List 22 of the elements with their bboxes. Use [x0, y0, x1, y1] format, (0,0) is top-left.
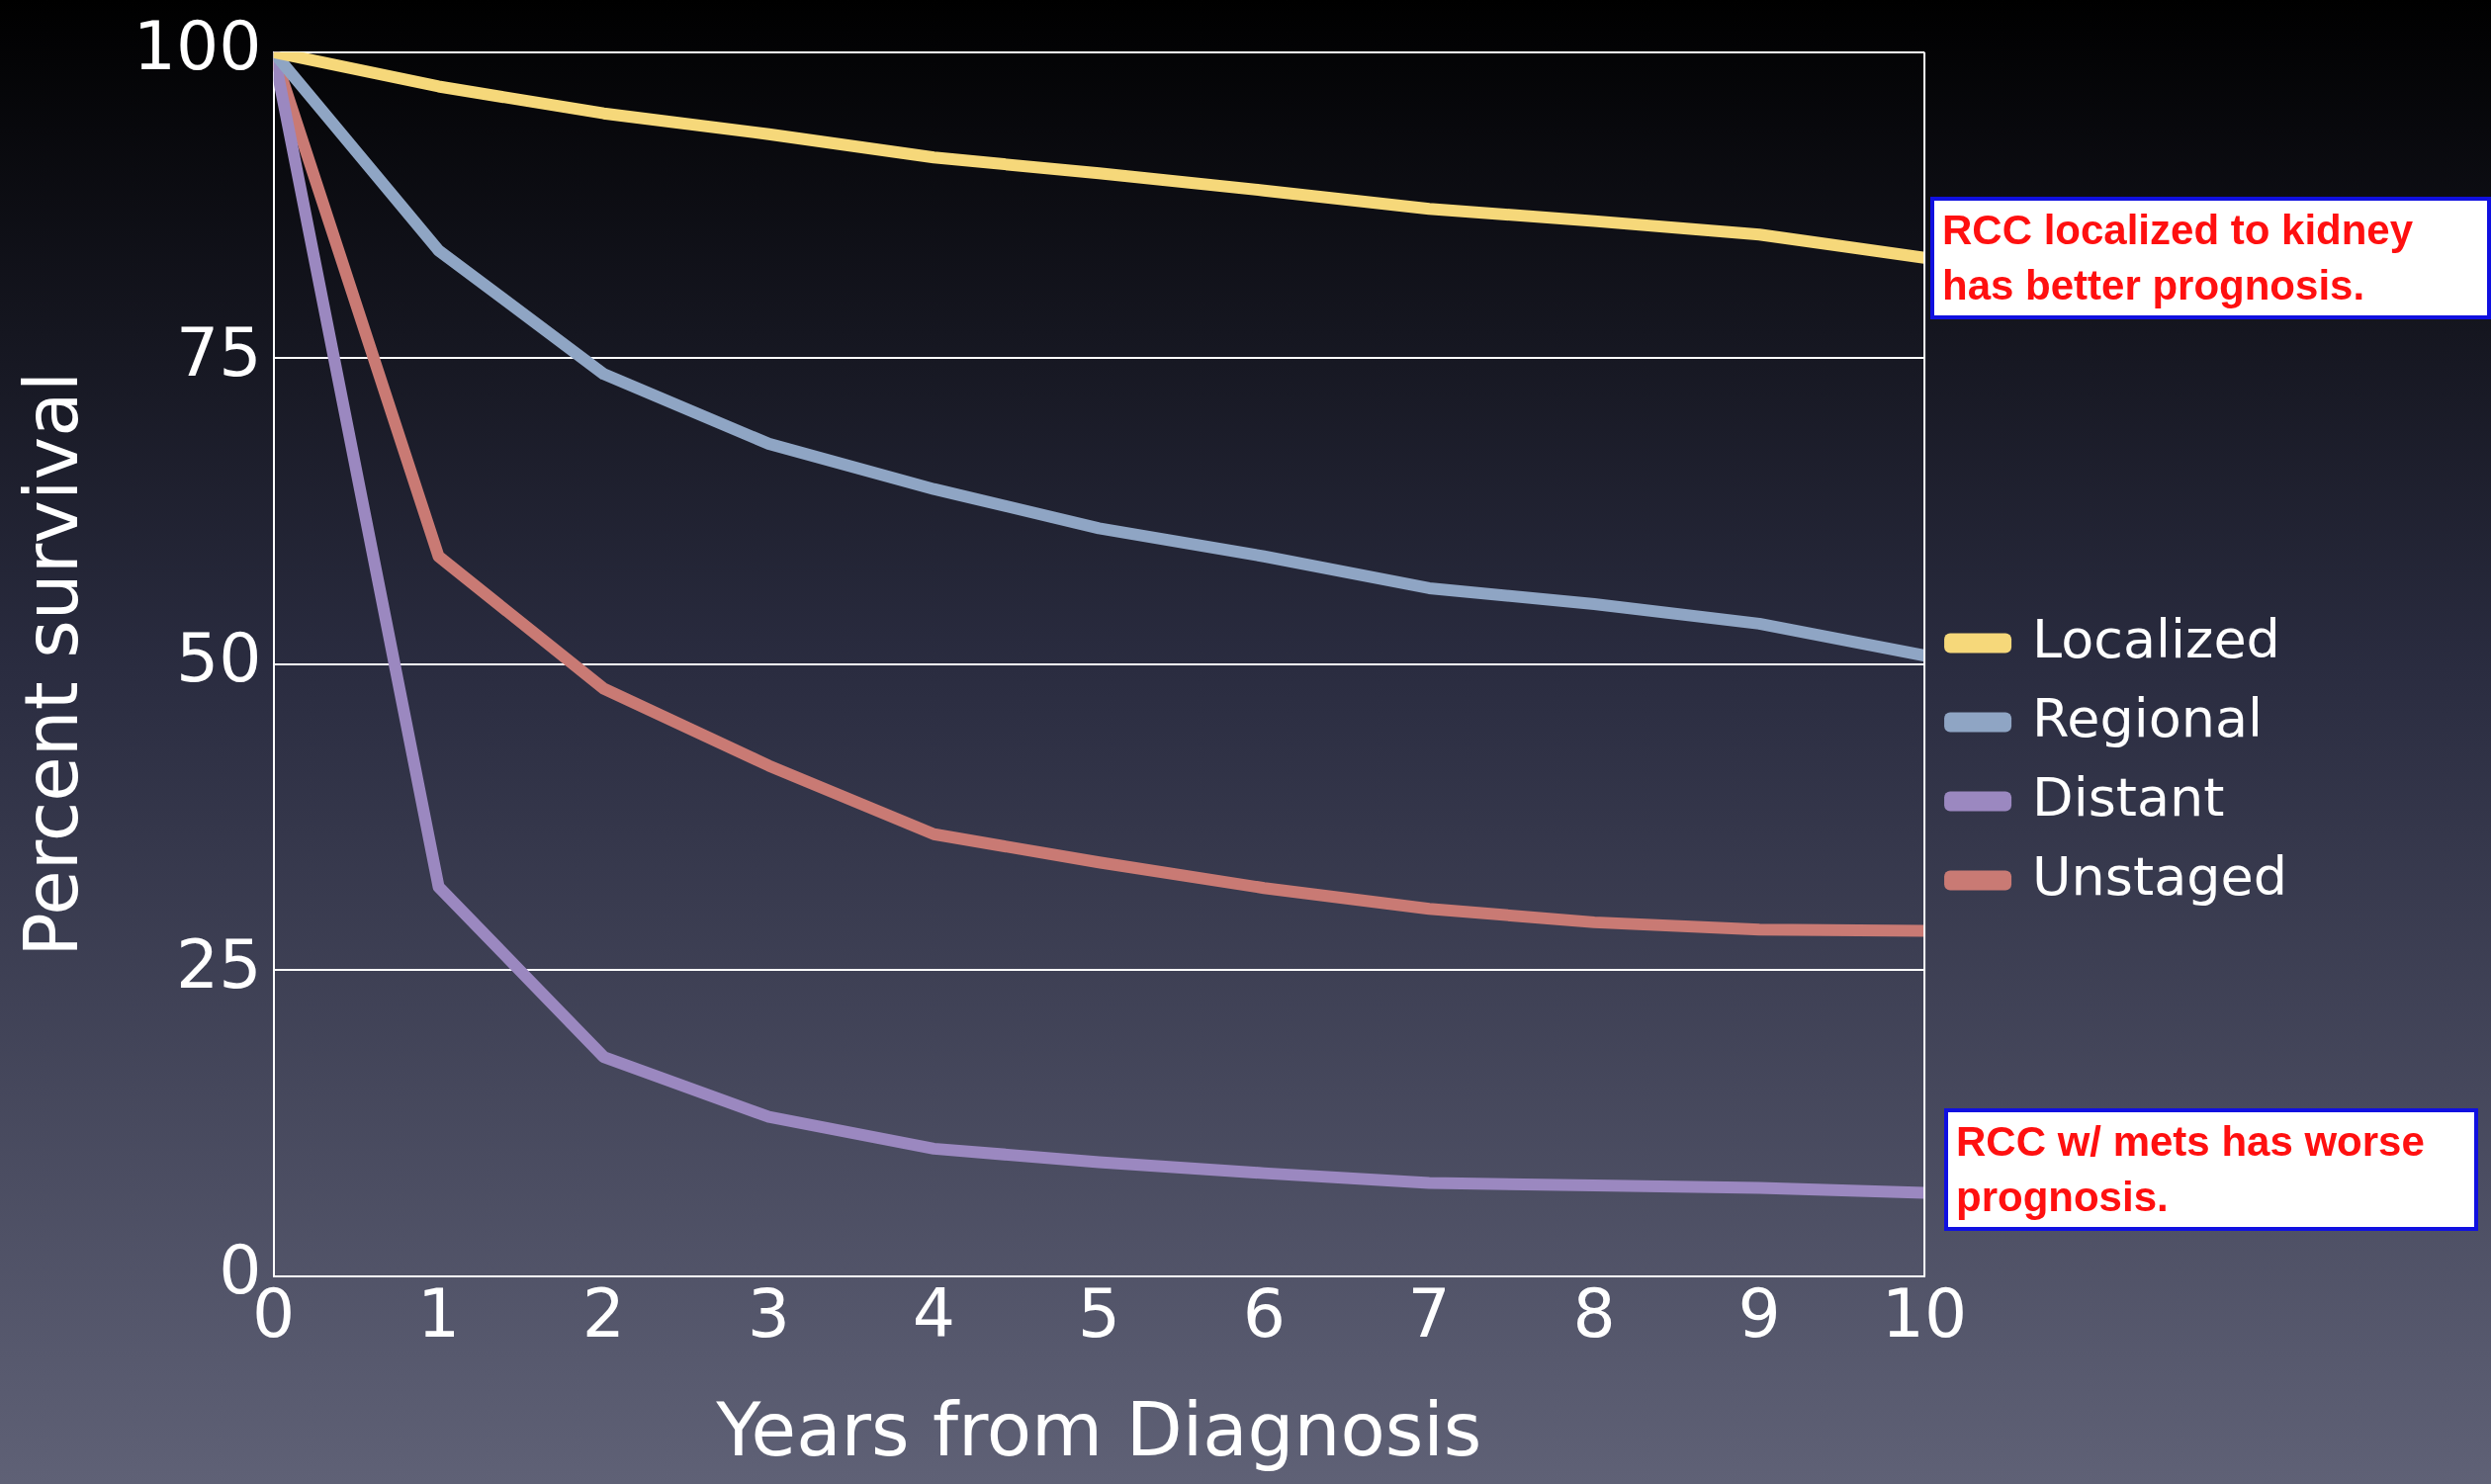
legend-label: Distant	[2032, 765, 2225, 829]
x-tick-label: 5	[1077, 1274, 1120, 1353]
x-tick-label: 6	[1242, 1274, 1286, 1353]
text: RCC w/ mets has worse prognosis.	[1944, 1108, 2478, 1231]
x-tick-label: 2	[581, 1274, 626, 1353]
y-tick-label: 50	[176, 619, 262, 698]
y-tick-label: 100	[133, 7, 262, 86]
legend-label: Unstaged	[2032, 844, 2288, 908]
x-tick-label: 8	[1572, 1274, 1616, 1353]
legend-label: Localized	[2032, 607, 2280, 670]
text: RCC localized to kidney has better prognosis.	[1930, 197, 2491, 319]
x-tick-label: 9	[1737, 1274, 1781, 1353]
y-tick-label: 75	[176, 312, 262, 392]
y-axis-title: Percent survival	[8, 371, 94, 957]
y-tick-label: 25	[176, 924, 262, 1004]
legend-label: Regional	[2032, 686, 2264, 749]
x-tick-label: 7	[1407, 1274, 1451, 1353]
x-tick-label: 1	[416, 1274, 461, 1353]
x-tick-label: 10	[1881, 1274, 1968, 1353]
x-tick-label: 3	[747, 1274, 791, 1353]
x-axis-title: Years from Diagnosis	[715, 1386, 1482, 1472]
x-tick-label: 4	[912, 1274, 956, 1353]
